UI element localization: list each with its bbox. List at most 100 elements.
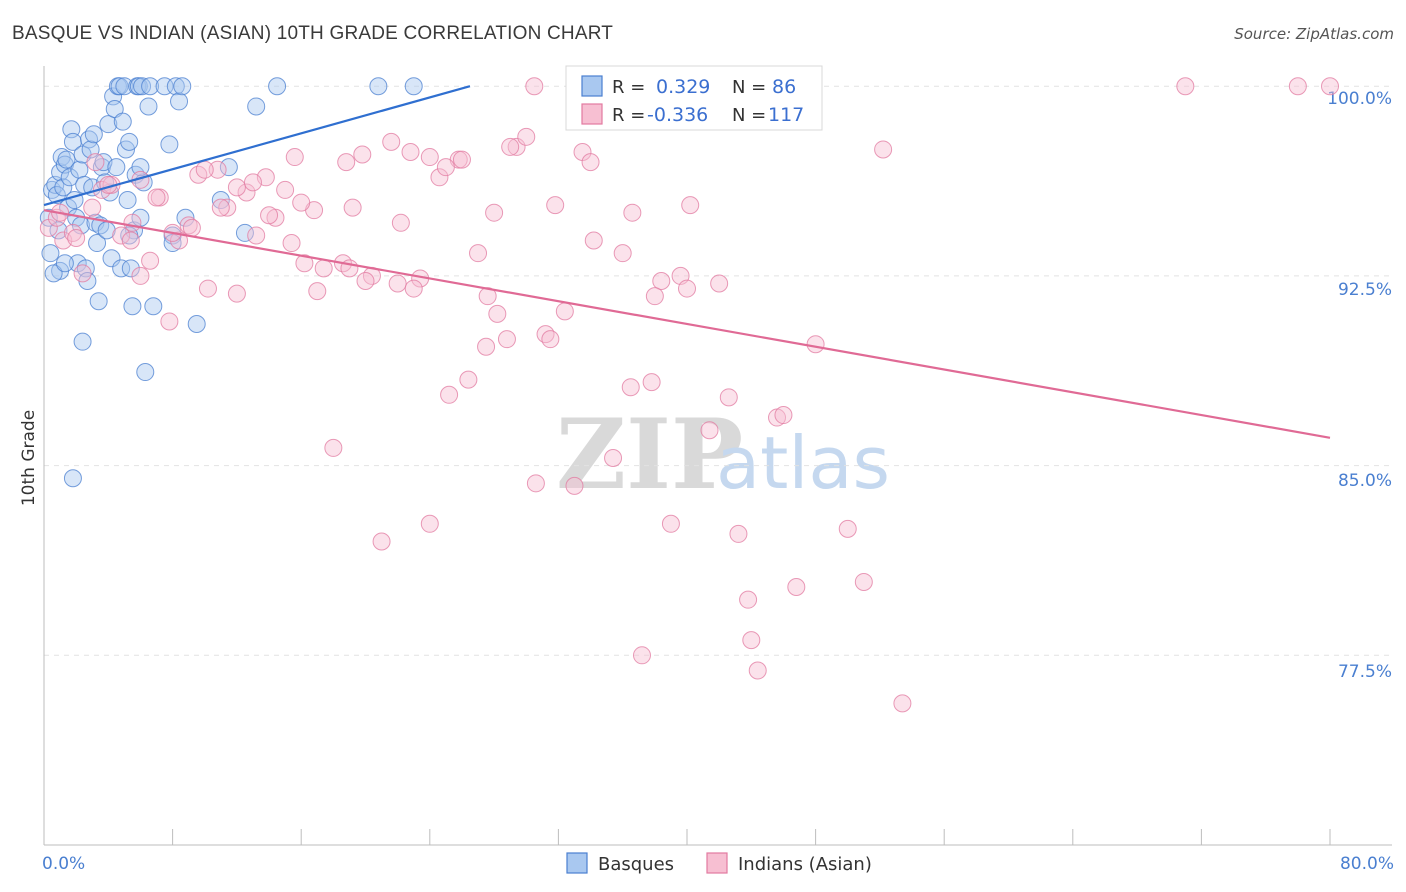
data-point (120, 132, 139, 151)
data-point (469, 244, 488, 263)
data-point (1176, 77, 1195, 96)
data-point (67, 228, 86, 247)
axes (43, 66, 1392, 846)
data-point (99, 115, 118, 134)
data-point (285, 148, 304, 167)
bottom-legend-label-basques: Basques (598, 854, 674, 875)
legend-r-label-basques: R = (612, 77, 645, 98)
data-point (282, 234, 301, 253)
watermark-zip: ZIP (556, 398, 743, 511)
data-point (113, 112, 132, 131)
data-point (211, 198, 230, 217)
data-point (160, 135, 179, 154)
data-point (526, 474, 545, 493)
data-point (404, 279, 423, 298)
y-tick-label-100: 100.0% (1327, 89, 1392, 109)
data-point (452, 150, 471, 169)
data-point (227, 178, 246, 197)
y-tick-label-92-5: 92.5% (1338, 280, 1392, 300)
data-point (388, 274, 407, 293)
data-point (681, 196, 700, 215)
data-point (517, 127, 536, 146)
data-point (139, 97, 158, 116)
legend-n-value-basques: 86 (772, 76, 796, 98)
legend-n-label-basques: N = (732, 77, 766, 98)
legend-r-value-indians: -0.336 (647, 104, 708, 126)
data-point (112, 259, 131, 278)
data-point (295, 254, 314, 273)
data-point (131, 158, 150, 177)
data-point (343, 198, 362, 217)
data-point (141, 251, 160, 270)
data-point (86, 153, 105, 172)
data-point (581, 153, 600, 172)
data-point (89, 292, 108, 311)
data-point (121, 259, 140, 278)
data-point (43, 180, 62, 199)
data-point (314, 259, 333, 278)
data-point (115, 77, 134, 96)
data-point (893, 694, 912, 713)
data-point (41, 244, 60, 263)
y-tick-labels: 100.0% 92.5% 85.0% 77.5% (1327, 89, 1392, 682)
data-point (147, 188, 166, 207)
legend-frame (565, 65, 823, 131)
data-point (806, 335, 825, 354)
data-point (227, 284, 246, 303)
data-point (123, 297, 142, 316)
data-point (507, 137, 526, 156)
data-point (73, 332, 92, 351)
data-point (63, 223, 82, 242)
data-point (391, 213, 410, 232)
legend-swatch-indians (581, 103, 603, 125)
data-point (440, 385, 459, 404)
data-point (88, 234, 107, 253)
legend-n-value-indians: 117 (768, 104, 804, 126)
data-point (632, 646, 651, 665)
data-point (382, 132, 401, 151)
data-point (63, 469, 82, 488)
trend-line-basques (43, 85, 471, 207)
data-point (136, 363, 155, 382)
data-point (372, 532, 391, 551)
gridlines (44, 85, 1392, 656)
data-point (105, 99, 124, 118)
bottom-legend-label-indians: Indians (Asian) (738, 854, 872, 875)
legend-box: R = 0.329 N = 86 R = -0.336 N = 117 (565, 65, 823, 131)
data-point (742, 631, 761, 650)
data-point (710, 274, 729, 293)
data-point (121, 231, 140, 250)
data-point (356, 271, 375, 290)
data-point (44, 264, 63, 283)
data-point (208, 160, 227, 179)
chart-source: Source: ZipAtlas.com (1234, 25, 1394, 43)
data-point (55, 254, 74, 273)
bottom-legend-swatch-basques (566, 852, 588, 874)
data-point (678, 279, 696, 298)
data-point (173, 77, 192, 96)
data-point (179, 216, 198, 235)
data-point (170, 231, 189, 250)
data-point (729, 524, 748, 543)
data-point (436, 158, 455, 177)
data-point (308, 282, 327, 301)
series-basques (39, 77, 423, 488)
data-point (748, 661, 767, 680)
data-point (144, 297, 163, 316)
data-point (118, 191, 137, 210)
chart-title: BASQUE VS INDIAN (ASIAN) 10TH GRADE CORR… (12, 23, 613, 44)
data-point (565, 476, 584, 495)
data-point (536, 325, 555, 344)
trend-line-indians (43, 209, 1331, 439)
data-point (459, 370, 478, 389)
legend-n-label-indians: N = (732, 105, 766, 126)
data-point (497, 330, 516, 349)
data-point (235, 223, 254, 242)
data-point (243, 173, 262, 192)
data-point (604, 449, 623, 468)
data-point (60, 168, 79, 187)
data-point (268, 77, 287, 96)
data-point (353, 145, 372, 164)
data-point (63, 132, 82, 151)
legend-r-label-indians: R = (612, 105, 645, 126)
